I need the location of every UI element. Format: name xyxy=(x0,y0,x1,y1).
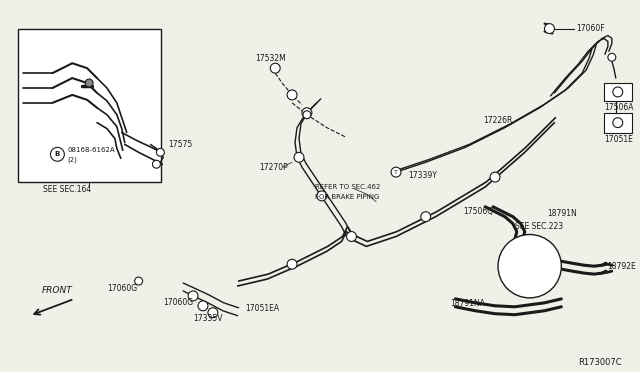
Bar xyxy=(604,113,632,132)
Text: FOR BRAKE PIPING: FOR BRAKE PIPING xyxy=(315,194,380,200)
Text: 08168-6162A: 08168-6162A xyxy=(67,147,115,153)
Circle shape xyxy=(346,231,356,241)
Circle shape xyxy=(302,108,312,118)
Circle shape xyxy=(608,53,616,61)
Text: 17060F: 17060F xyxy=(576,24,605,33)
Text: REFER TO SEC.462: REFER TO SEC.462 xyxy=(315,184,380,190)
Text: 18791NA: 18791NA xyxy=(451,299,486,308)
Circle shape xyxy=(51,147,65,161)
Text: SEE SEC.223: SEE SEC.223 xyxy=(515,222,563,231)
Circle shape xyxy=(303,111,311,119)
Text: T: T xyxy=(394,170,398,174)
Circle shape xyxy=(270,63,280,73)
Circle shape xyxy=(287,259,297,269)
Bar xyxy=(18,29,161,182)
Circle shape xyxy=(134,277,143,285)
Text: 17051E: 17051E xyxy=(604,135,633,144)
Text: 17060G: 17060G xyxy=(163,298,193,307)
Circle shape xyxy=(498,234,561,298)
Circle shape xyxy=(317,191,327,201)
Text: 17506A: 17506A xyxy=(604,103,634,112)
Text: 17575: 17575 xyxy=(168,140,193,149)
Text: 17335V: 17335V xyxy=(193,314,223,323)
Text: B: B xyxy=(55,151,60,157)
Circle shape xyxy=(188,291,198,301)
Text: (2): (2) xyxy=(67,156,77,163)
Text: 17226R: 17226R xyxy=(483,116,513,125)
Text: 17339Y: 17339Y xyxy=(408,171,436,180)
Text: 17506Q: 17506Q xyxy=(463,207,493,216)
Circle shape xyxy=(85,79,93,87)
Text: 18791N: 18791N xyxy=(547,209,577,218)
Circle shape xyxy=(391,167,401,177)
Text: 17060G: 17060G xyxy=(107,285,137,294)
Circle shape xyxy=(287,90,297,100)
Circle shape xyxy=(613,87,623,97)
Circle shape xyxy=(613,118,623,128)
Bar xyxy=(604,83,632,101)
Text: R173007C: R173007C xyxy=(578,358,621,367)
Circle shape xyxy=(208,308,218,318)
Text: SEE SEC.164: SEE SEC.164 xyxy=(43,186,92,195)
Circle shape xyxy=(156,148,164,156)
Text: 17051EA: 17051EA xyxy=(246,304,280,313)
Text: FRONT: FRONT xyxy=(42,286,73,295)
Text: 18792E: 18792E xyxy=(607,262,636,271)
Circle shape xyxy=(420,212,431,222)
Text: 17270P: 17270P xyxy=(259,163,288,172)
Circle shape xyxy=(294,153,304,162)
Circle shape xyxy=(152,160,161,168)
Text: 17532M: 17532M xyxy=(255,54,286,63)
Circle shape xyxy=(545,24,554,33)
Circle shape xyxy=(198,301,208,311)
Circle shape xyxy=(490,172,500,182)
